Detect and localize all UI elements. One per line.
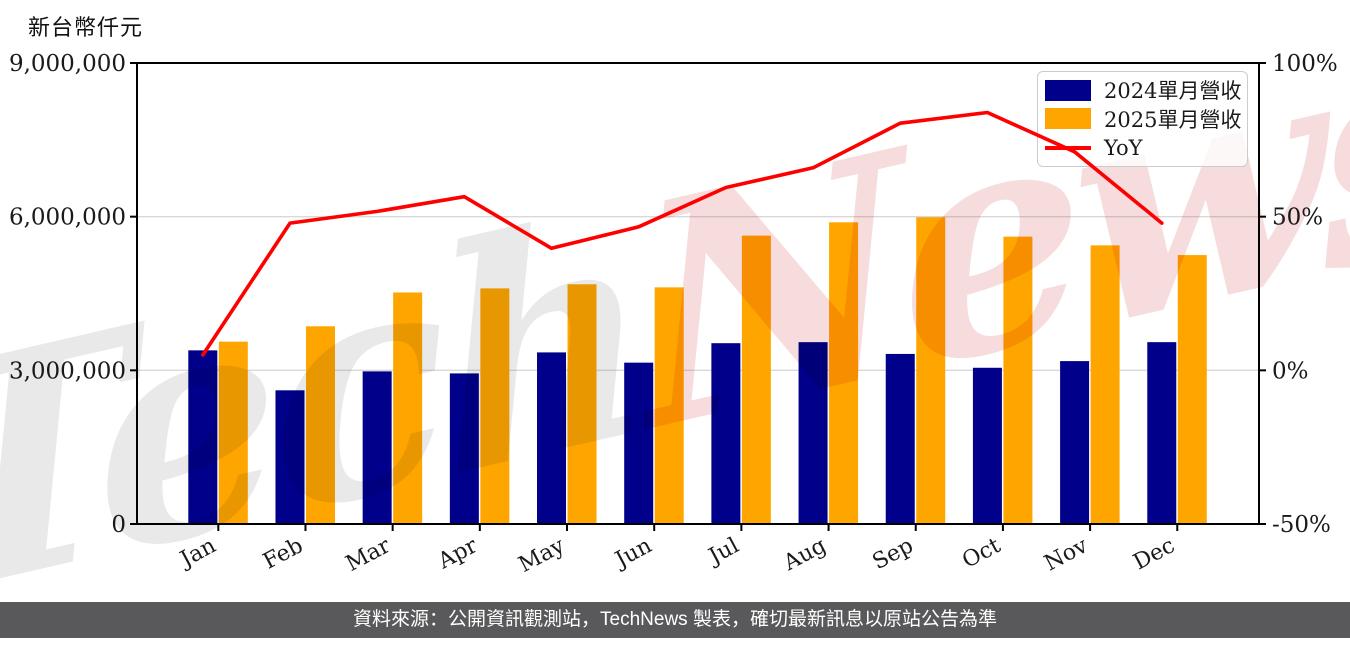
legend-item-2024: 2024單月營收 [1045, 76, 1241, 104]
bar-2024-Apr [449, 373, 479, 524]
bar-2025-Feb [305, 326, 335, 524]
bar-2024-Oct [972, 367, 1002, 524]
legend-label-yoy: YoY [1104, 135, 1143, 160]
x-tick-label-Jul: Jul [703, 533, 743, 570]
right-tick-label: -50% [1272, 512, 1331, 538]
bar-2025-Apr [480, 288, 510, 524]
chart-legend: 2024單月營收 2025單月營收 YoY [1037, 71, 1248, 167]
left-tick-label: 9,000,000 [9, 51, 126, 77]
legend-label-2024: 2024單月營收 [1104, 79, 1242, 104]
bar-2025-Aug [829, 222, 859, 524]
bar-2024-Feb [275, 390, 305, 524]
left-tick-label: 3,000,000 [9, 358, 126, 384]
legend-item-yoy: YoY [1045, 134, 1241, 162]
bar-2024-Dec [1147, 342, 1177, 524]
bar-2025-Sep [916, 217, 946, 524]
legend-item-2025: 2025單月營收 [1045, 105, 1241, 133]
y-axis-unit-title: 新台幣仟元 [28, 16, 144, 41]
bar-2024-Sep [885, 353, 915, 524]
legend-label-2025: 2025單月營收 [1104, 107, 1242, 132]
right-tick-label: 0% [1272, 358, 1309, 384]
legend-swatch-2025 [1045, 108, 1091, 130]
bar-2024-Nov [1060, 361, 1090, 524]
x-tick-label-Jan: Jan [175, 533, 220, 573]
bar-2024-Mar [362, 371, 392, 524]
legend-swatch-2024 [1045, 79, 1091, 101]
bar-2024-May [537, 352, 567, 524]
x-tick-label-Oct: Oct [958, 533, 1004, 574]
right-tick-label: 100% [1272, 51, 1338, 77]
x-tick-label-Sep: Sep [869, 533, 918, 575]
x-tick-label-Nov: Nov [1041, 533, 1093, 576]
x-tick-label-Feb: Feb [259, 533, 307, 574]
bar-2024-Aug [798, 342, 828, 524]
bar-2025-Mar [393, 292, 423, 524]
x-tick-label-Aug: Aug [779, 533, 831, 576]
x-tick-label-Jun: Jun [610, 533, 656, 573]
bar-2025-Oct [1003, 236, 1033, 525]
left-tick-label: 6,000,000 [9, 205, 126, 231]
bar-2024-Jul [711, 343, 741, 524]
right-tick-label: 50% [1272, 205, 1323, 231]
bar-2025-Jun [654, 287, 684, 524]
x-tick-label-Mar: Mar [342, 533, 395, 577]
bar-2025-Jan [218, 341, 248, 524]
bar-2024-Jan [188, 350, 218, 524]
source-caption: 資料來源：公開資訊觀測站，TechNews 製表，確切最新訊息以原站公告為準 [0, 602, 1350, 638]
legend-swatch-yoy [1045, 145, 1091, 150]
x-tick-label-May: May [515, 533, 570, 578]
left-tick-label: 0 [111, 512, 126, 538]
bar-2025-Dec [1177, 255, 1207, 525]
x-tick-label-Apr: Apr [433, 533, 482, 575]
bar-2025-Jul [741, 235, 771, 524]
bar-2025-Nov [1090, 245, 1120, 524]
bar-2024-Jun [624, 362, 654, 524]
bar-2025-May [567, 284, 597, 524]
x-tick-label-Dec: Dec [1129, 533, 1179, 575]
